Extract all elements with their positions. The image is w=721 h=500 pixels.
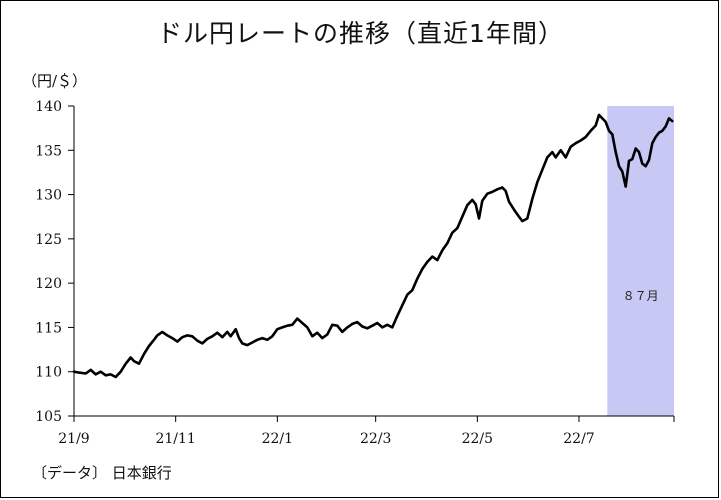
data-source-label: 〔データ〕 日本銀行 bbox=[32, 464, 172, 482]
shaded-period bbox=[607, 106, 674, 416]
shaded-period-label: ８７月 bbox=[623, 289, 659, 303]
x-tick-label: 22/1 bbox=[262, 431, 293, 447]
y-tick-label: 115 bbox=[35, 320, 62, 336]
y-tick-label: 140 bbox=[35, 99, 62, 115]
chart-title: ドル円レートの推移（直近1年間） bbox=[157, 19, 564, 48]
y-tick-label: 110 bbox=[35, 365, 62, 381]
y-tick-label: 105 bbox=[35, 409, 62, 425]
x-tick-label: 22/3 bbox=[360, 431, 391, 447]
y-axis-unit-label: （円/＄） bbox=[22, 72, 88, 90]
x-tick-label: 22/5 bbox=[462, 431, 493, 447]
x-tick-label: 21/11 bbox=[155, 431, 195, 447]
y-tick-label: 130 bbox=[35, 188, 62, 204]
y-tick-label: 135 bbox=[35, 143, 62, 159]
y-tick-label: 120 bbox=[35, 276, 62, 292]
x-tick-label: 22/7 bbox=[563, 431, 594, 447]
x-tick-label: 21/9 bbox=[58, 431, 89, 447]
y-tick-label: 125 bbox=[35, 232, 62, 248]
series-line bbox=[72, 113, 674, 379]
